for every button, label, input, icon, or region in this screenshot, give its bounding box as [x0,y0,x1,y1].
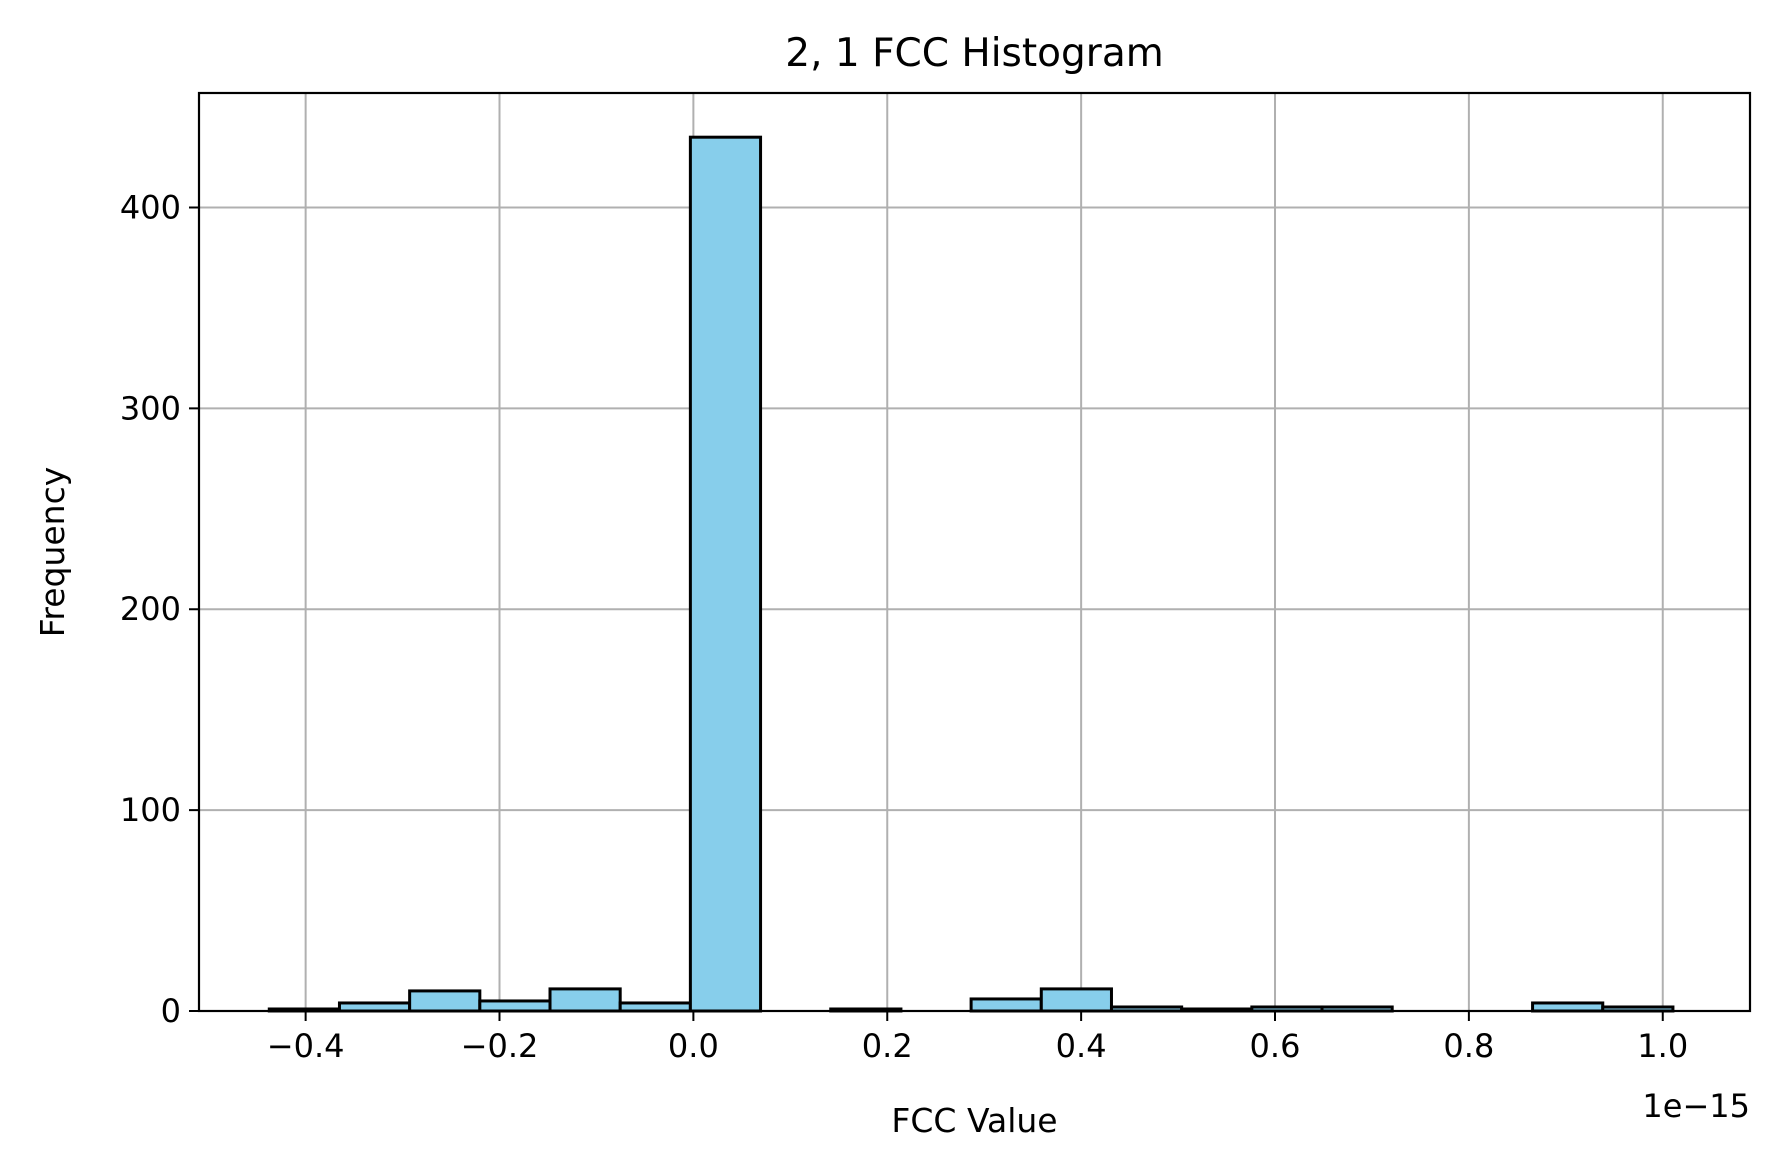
histogram-bars [267,135,1675,1013]
y-tick-label-3: 300 [120,389,181,427]
histogram-bar-1 [337,1001,412,1013]
x-tick-label-5: 0.6 [1250,1027,1301,1065]
y-tick-label-1: 100 [120,791,181,829]
x-axis-offset-label: 1e−15 [1642,1087,1750,1125]
x-tick-label-4: 0.4 [1056,1027,1107,1065]
y-axis-label: Frequency [33,467,72,637]
axes-frame [197,91,1752,1013]
histogram-bar-6 [688,135,763,1013]
y-tick-label-2: 200 [120,590,181,628]
x-tick-label-1: −0.2 [461,1027,539,1065]
axis-ticks: −0.4 −0.2 0.0 0.2 0.4 0.6 0.8 1.0 0 100 200 300 400 [120,188,1688,1065]
x-tick-label-7: 1.0 [1637,1027,1688,1065]
x-tick-label-2: 0.0 [668,1027,719,1065]
histogram-bar-2 [408,989,482,1013]
histogram-bar-11 [1039,987,1113,1013]
x-axis-label: FCC Value [891,1101,1057,1140]
chart-title: 2, 1 FCC Histogram [785,31,1163,76]
histogram-bar-10 [969,997,1043,1013]
histogram-bar-3 [478,999,552,1013]
axes-background [199,93,1750,1011]
plot-area: −0.4 −0.2 0.0 0.2 0.4 0.6 0.8 1.0 0 100 200 300 400 [120,91,1752,1065]
histogram-bar-5 [618,1001,692,1013]
x-tick-label-0: −0.4 [267,1027,345,1065]
x-tick-label-6: 0.8 [1443,1027,1494,1065]
histogram-bar-4 [548,987,622,1013]
x-tick-label-3: 0.2 [862,1027,913,1065]
y-tick-label-0: 0 [161,992,181,1030]
histogram-bar-18 [1531,1001,1605,1013]
y-tick-label-4: 400 [120,188,181,226]
